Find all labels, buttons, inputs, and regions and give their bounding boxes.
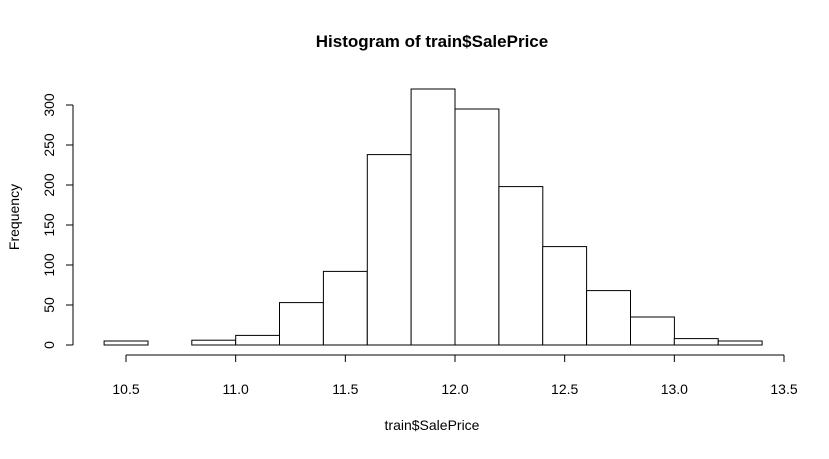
histogram-bar-9 [498,186,544,346]
y-axis-label: Frequency [6,184,22,250]
histogram-bar-13 [673,338,719,346]
chart-title: Histogram of train$SalePrice [316,32,548,51]
y-tick-label: 0 [41,341,57,349]
histogram-bar-0 [103,340,149,346]
histogram-bar-4 [279,302,324,346]
x-tick-label: 11.5 [332,381,358,397]
x-tick-label: 10.5 [112,381,139,397]
y-tick-label: 150 [41,213,57,237]
histogram-bar-5 [322,270,368,346]
x-axis: 10.5 11.0 11.5 12.0 12.5 13.0 13.5 [112,354,798,397]
x-tick-label: 13.5 [770,381,797,397]
x-tick-label: 12.5 [551,381,578,397]
bars-group [103,88,763,346]
y-tick-label: 300 [41,93,57,117]
x-tick-label: 12.0 [441,381,468,397]
x-tick-label: 13.0 [661,381,688,397]
histogram-bar-7 [410,88,456,346]
histogram-bar-8 [454,108,500,346]
histogram-bar-6 [366,154,412,346]
y-tick-label: 100 [41,253,57,277]
y-tick-label: 200 [41,173,57,197]
y-tick-label: 50 [41,297,57,313]
histogram-bar-10 [542,246,588,346]
y-axis: 0 50 100 150 200 250 300 [41,93,74,349]
histogram-bar-11 [586,290,631,346]
y-tick-label: 250 [41,133,57,157]
histogram-bar-14 [717,340,763,346]
x-tick-label: 11.0 [223,381,249,397]
histogram-bar-3 [235,334,281,346]
histogram-bar-12 [630,316,675,346]
histogram-bar-2 [191,339,237,346]
x-axis-label: train$SalePrice [385,417,480,433]
